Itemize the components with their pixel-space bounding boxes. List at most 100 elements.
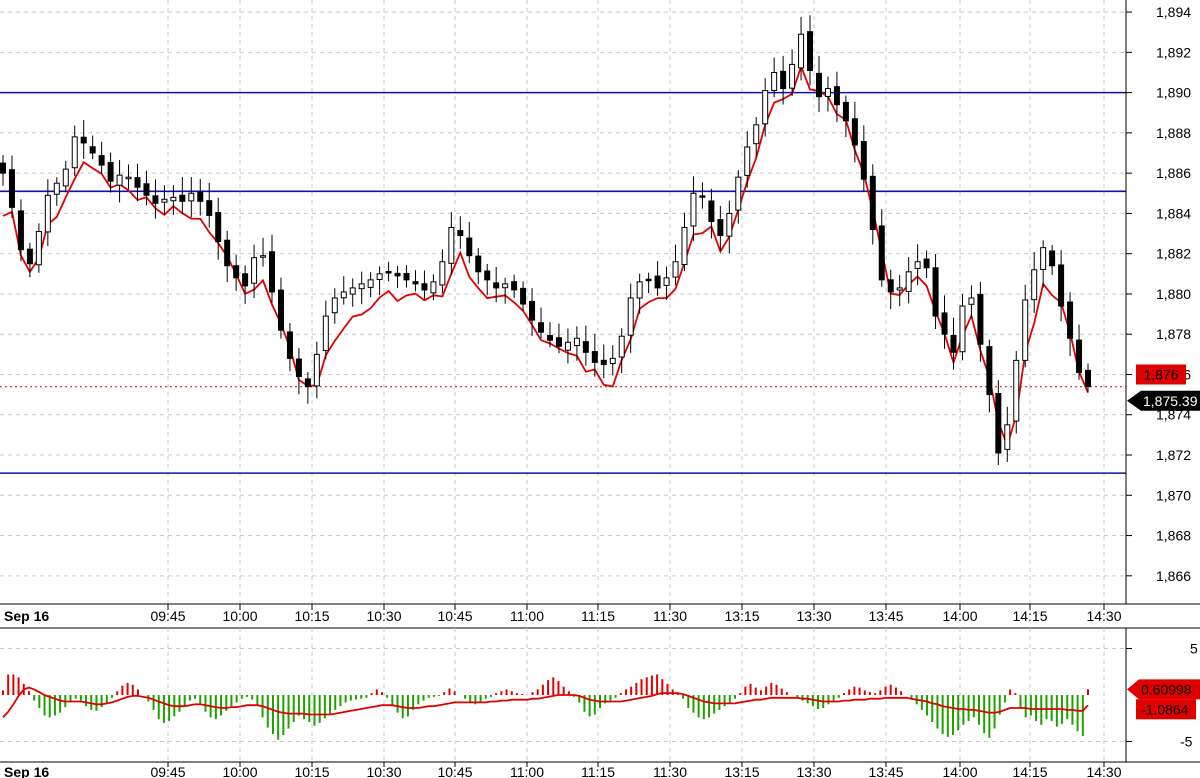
candle-body-64: [573, 337, 580, 347]
candle-body-32: [286, 331, 293, 359]
candle-body-86: [771, 71, 778, 91]
candle-body-44: [394, 272, 401, 277]
candle-body-76: [681, 227, 688, 266]
candle-body-23: [206, 200, 213, 216]
candle-body-103: [923, 258, 930, 269]
lower-xtick-label-0: 09:45: [150, 764, 185, 778]
histogram-value-label: 0.60998: [1141, 681, 1192, 697]
candle-body-57: [511, 281, 518, 291]
candle-body-16: [143, 183, 150, 196]
candle-body-20: [179, 194, 186, 202]
candle-body-3: [26, 248, 33, 265]
candle-body-83: [744, 146, 751, 176]
candle-body-22: [197, 191, 204, 202]
candle-body-27: [242, 273, 249, 287]
lower-xtick-label-4: 10:45: [437, 764, 472, 778]
candle-body-39: [349, 287, 356, 295]
upper-ytick-label-2: 1,870: [1156, 487, 1191, 503]
upper-xtick-label-1: 10:00: [222, 608, 257, 624]
candle-body-47: [421, 283, 428, 291]
lower-signal-line: [2, 686, 1089, 718]
candle-body-109: [977, 293, 984, 345]
upper-xtick-label-6: 11:15: [581, 608, 615, 624]
upper-ytick-label-1: 1,868: [1156, 528, 1191, 544]
candle-body-13: [116, 174, 123, 186]
candle-body-95: [851, 118, 858, 146]
upper-ytick-label-6: 1,878: [1156, 326, 1191, 342]
candle-body-118: [1058, 264, 1065, 307]
upper-ytick-label-8: 1,882: [1156, 246, 1191, 262]
candle-body-6: [53, 182, 60, 195]
lower-xtick-label-9: 13:30: [796, 764, 831, 778]
upper-ytick-label-12: 1,890: [1156, 85, 1191, 101]
candle-body-9: [80, 136, 87, 144]
candle-body-62: [555, 337, 562, 347]
candle-body-91: [815, 72, 822, 98]
candle-body-99: [887, 279, 894, 293]
upper-xtick-label-10: 13:45: [868, 608, 903, 624]
candle-body-71: [636, 281, 643, 299]
candle-body-104: [932, 267, 939, 317]
candle-body-119: [1067, 301, 1074, 339]
candle-body-33: [295, 358, 302, 377]
candle-body-43: [385, 271, 392, 274]
candle-body-111: [995, 392, 1002, 454]
candle-body-1: [8, 169, 15, 208]
upper-xtick-label-4: 10:45: [437, 608, 472, 624]
upper-ytick-label-10: 1,886: [1156, 165, 1191, 181]
upper-ytick-label-0: 1,866: [1156, 568, 1191, 584]
lower-x-axis: Sep 16 09:45 10:00 10:15 10:30 10:45 11:00 11:1…: [0, 761, 1200, 778]
overlay-line: [2, 63, 1089, 449]
lower-xtick-label-3: 10:30: [366, 764, 401, 778]
candle-body-60: [538, 322, 545, 333]
candle-body-121: [1085, 369, 1091, 388]
upper-xtick-label-5: 11:00: [510, 608, 544, 624]
lower-xtick-label-7: 11:30: [653, 764, 687, 778]
upper-xtick-label-2: 10:15: [294, 608, 329, 624]
lower-xtick-label-10: 13:45: [868, 764, 903, 778]
candle-body-8: [71, 136, 78, 169]
lower-ytick-label-0: 5: [1190, 640, 1198, 656]
candle-body-96: [860, 141, 867, 180]
candle-body-2: [17, 210, 24, 251]
lower-xtick-label-13: 14:30: [1086, 764, 1121, 778]
candle-body-34: [304, 378, 311, 388]
candle-body-29: [260, 255, 267, 258]
candle-body-15: [134, 177, 141, 188]
candle-body-89: [798, 33, 805, 69]
candle-body-82: [735, 176, 742, 211]
candle-body-107: [959, 305, 966, 353]
candle-body-63: [564, 341, 571, 351]
upper-xtick-label-11: 14:00: [942, 608, 977, 624]
upper-session-label: Sep 16: [4, 608, 49, 624]
candle-body-81: [726, 212, 733, 237]
histogram-value-tag: [1127, 679, 1200, 700]
candle-body-42: [376, 273, 383, 280]
candle-body-106: [950, 334, 957, 353]
candle-body-94: [842, 101, 849, 122]
candle-body-10: [89, 146, 96, 154]
candle-body-100: [896, 287, 903, 291]
candle-body-73: [654, 275, 661, 289]
candle-body-48: [430, 281, 437, 294]
candle-body-11: [98, 155, 105, 166]
lower-xtick-label-5: 11:00: [510, 764, 544, 778]
candle-body-54: [484, 270, 491, 281]
upper-xtick-label-12: 14:15: [1012, 608, 1047, 624]
candle-body-120: [1076, 339, 1083, 373]
signal-line: [2, 686, 1089, 718]
candle-body-114: [1022, 299, 1029, 361]
upper-ytick-label-9: 1,884: [1156, 205, 1191, 221]
candle-body-12: [107, 162, 114, 182]
candle-body-50: [448, 227, 455, 264]
candle-body-36: [322, 315, 329, 351]
candle-body-90: [807, 31, 814, 71]
candle-body-78: [699, 195, 706, 198]
upper-ytick-label-13: 1,892: [1156, 44, 1191, 60]
upper-xtick-label-3: 10:30: [366, 608, 401, 624]
candle-body-67: [600, 359, 607, 365]
candle-body-105: [941, 312, 948, 335]
lower-xtick-label-12: 14:15: [1012, 764, 1047, 778]
candle-body-85: [762, 90, 769, 125]
